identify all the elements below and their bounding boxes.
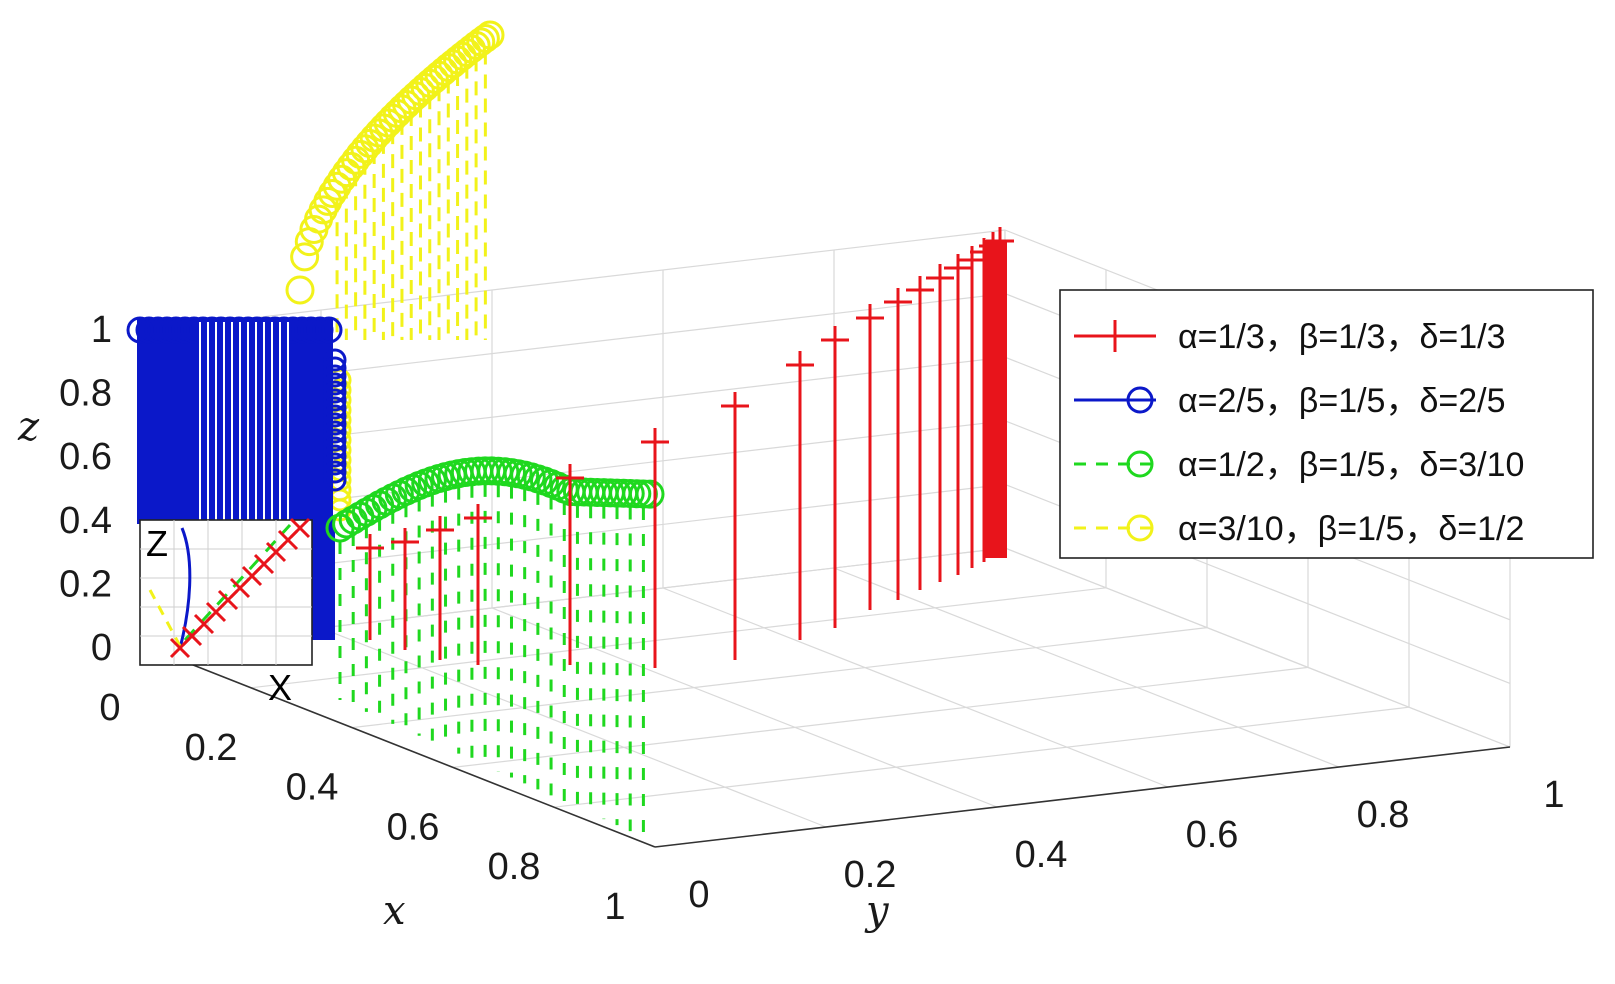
x-axis-line [149,647,656,848]
series-blue-marker [323,412,347,436]
z-tick-label: 0.8 [59,373,112,415]
z-axis-label: z [17,404,40,450]
inset-red-marker [289,517,311,539]
legend: α=1/3，β=1/3，δ=1/3 α=2/5，β=1/5，δ=2/5 α=1/2，… [1059,289,1594,559]
grid-line [833,567,1340,768]
series-blue-marker [323,348,347,372]
series-blue-marker [306,316,334,344]
z-tick-label: 0.4 [59,500,112,542]
x-tick-label: 0.6 [387,806,440,848]
grid-line [351,627,1208,729]
legend-marker [1126,386,1154,414]
grid-line [491,607,998,808]
y-axis-line [654,746,1511,848]
series-blue-marker [323,364,347,388]
series-blue-marker [323,356,347,380]
series-blue-marker [297,316,325,344]
grid-line [662,587,1169,788]
z-tick-label: 0.2 [59,563,112,605]
series-blue-marker [171,316,199,344]
y-tick-label: 0 [688,874,709,916]
series-blue-marker [323,428,347,452]
z-tick-label: 0 [91,627,112,669]
series-blue-marker [323,372,347,396]
y-tick-label: 1 [1543,774,1564,816]
series-blue-marker [323,436,347,460]
grid-line [149,229,1006,331]
series-yellow-marker [313,186,343,216]
series-blue-marker [180,316,208,344]
series-blue-marker [323,380,347,404]
z-tick-label: 0.6 [59,436,112,478]
tick-labels: 0 0.2 0.4 0.6 0.8 1 0 0.2 0.4 0.6 0.8 1 0 0.2 0.4 0.6 0.… [59,309,1564,928]
x-axis-label: x [383,888,406,934]
legend-entry-label: α=2/5，β=1/5，δ=2/5 [1178,382,1506,420]
series-blue-marker [288,316,316,344]
legend-marker [1126,450,1154,478]
x-tick-label: 1 [604,886,625,928]
series-yellow-marker [470,23,500,53]
series-blue-marker [323,420,347,444]
x-tick-label: 0 [99,687,120,729]
x-tick-label: 0.8 [488,846,541,888]
series-blue-marker [323,396,347,420]
y-axis-label: y [864,888,890,934]
grid-line [452,666,1309,768]
series-yellow-marker [285,275,315,305]
inset-axes: ZX [139,517,313,708]
series-blue-marker [135,316,163,344]
series-blue-fill [310,520,335,640]
series-yellow-marker [475,20,505,50]
series-green [325,456,665,838]
series-red [356,227,1014,668]
y-tick-label: 0.2 [844,854,897,896]
legend-entry-label: α=1/3，β=1/3，δ=1/3 [1178,318,1506,356]
series-blue-marker [315,316,343,344]
z-tick-label: 1 [91,309,112,351]
inset-blue-curve [178,527,192,649]
y-tick-label: 0.6 [1186,814,1239,856]
inset-z-label: Z [146,523,168,564]
series-blue-marker [323,444,347,468]
legend-entry-label: α=1/2，β=1/5，δ=3/10 [1178,446,1524,484]
x-tick-label: 0.2 [185,727,238,769]
series-red-fill [985,240,1007,558]
series-blue-fill [137,318,333,524]
grid-line [553,706,1410,808]
series-yellow-marker [466,27,496,57]
series-yellow-marker [290,242,320,272]
x-tick-label: 0.4 [286,767,339,809]
series-blue-marker [323,460,347,484]
grid-line [320,627,827,828]
inset-x-label: X [268,667,292,708]
series-blue-marker [162,316,190,344]
series-green-marker [635,479,665,509]
series-blue-marker [323,452,347,476]
legend-entry-label: α=3/10，β=1/5，δ=1/2 [1178,510,1524,548]
series-blue-marker [126,316,154,344]
legend-marker [1126,514,1154,542]
y-tick-label: 0.8 [1357,794,1410,836]
series-blue-marker [323,404,347,428]
series-blue-marker [323,468,347,492]
grid-line [1004,547,1511,748]
series-blue-marker [153,316,181,344]
series-blue-marker [216,316,244,344]
y-tick-label: 0.4 [1015,834,1068,876]
series-blue-marker [323,388,347,412]
series-blue [126,316,347,640]
series-blue-marker [252,316,280,344]
series-blue-marker [144,316,172,344]
